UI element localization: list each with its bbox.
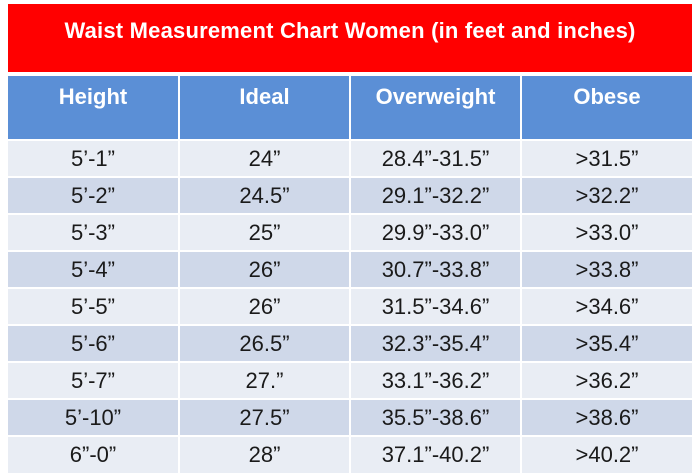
measurement-table: Height Ideal Overweight Obese 5’-1” 24” 28… [8, 76, 692, 473]
table-row: 5’-4” 26” 30.7”-33.8” >33.8” [8, 250, 692, 288]
height-cell: 5’-5” [8, 287, 180, 325]
obese-cell: >33.8” [521, 250, 692, 288]
ideal-cell: 26.5” [179, 324, 351, 362]
ideal-cell: 27.” [179, 361, 351, 399]
table-row: 5’-2” 24.5” 29.1”-32.2” >32.2” [8, 176, 692, 214]
overweight-cell: 28.4”-31.5” [350, 139, 522, 177]
obese-cell: >32.2” [521, 176, 692, 214]
table-row: 5’-3” 25” 29.9”-33.0” >33.0” [8, 213, 692, 251]
overweight-cell: 29.1”-32.2” [350, 176, 522, 214]
table-row: 5’-1” 24” 28.4”-31.5” >31.5” [8, 139, 692, 177]
obese-cell: >36.2” [521, 361, 692, 399]
ideal-cell: 24.5” [179, 176, 351, 214]
overweight-cell: 30.7”-33.8” [350, 250, 522, 288]
table-row: 5’-6” 26.5” 32.3”-35.4” >35.4” [8, 324, 692, 362]
overweight-cell: 29.9”-33.0” [350, 213, 522, 251]
obese-cell: >35.4” [521, 324, 692, 362]
height-cell: 5’-2” [8, 176, 180, 214]
header-row: Height Ideal Overweight Obese [8, 76, 692, 140]
overweight-cell: 33.1”-36.2” [350, 361, 522, 399]
ideal-cell: 25” [179, 213, 351, 251]
obese-cell: >34.6” [521, 287, 692, 325]
height-cell: 5’-1” [8, 139, 180, 177]
column-header-height: Height [8, 76, 180, 140]
table-row: 6”-0” 28” 37.1”-40.2” >40.2” [8, 435, 692, 473]
obese-cell: >33.0” [521, 213, 692, 251]
ideal-cell: 26” [179, 287, 351, 325]
table-row: 5’-7” 27.” 33.1”-36.2” >36.2” [8, 361, 692, 399]
column-header-overweight: Overweight [350, 76, 522, 140]
height-cell: 5’-6” [8, 324, 180, 362]
ideal-cell: 24” [179, 139, 351, 177]
obese-cell: >40.2” [521, 435, 692, 473]
table-body: 5’-1” 24” 28.4”-31.5” >31.5” 5’-2” 24.5” 29.1”… [8, 139, 692, 473]
overweight-cell: 35.5”-38.6” [350, 398, 522, 436]
chart-title: Waist Measurement Chart Women (in feet a… [8, 4, 692, 72]
height-cell: 5’-10” [8, 398, 180, 436]
height-cell: 6”-0” [8, 435, 180, 473]
height-cell: 5’-7” [8, 361, 180, 399]
ideal-cell: 26” [179, 250, 351, 288]
obese-cell: >38.6” [521, 398, 692, 436]
column-header-obese: Obese [521, 76, 692, 140]
column-header-ideal: Ideal [179, 76, 351, 140]
height-cell: 5’-4” [8, 250, 180, 288]
obese-cell: >31.5” [521, 139, 692, 177]
ideal-cell: 27.5” [179, 398, 351, 436]
table-row: 5’-10” 27.5” 35.5”-38.6” >38.6” [8, 398, 692, 436]
table-row: 5’-5” 26” 31.5”-34.6” >34.6” [8, 287, 692, 325]
height-cell: 5’-3” [8, 213, 180, 251]
overweight-cell: 31.5”-34.6” [350, 287, 522, 325]
overweight-cell: 37.1”-40.2” [350, 435, 522, 473]
ideal-cell: 28” [179, 435, 351, 473]
overweight-cell: 32.3”-35.4” [350, 324, 522, 362]
